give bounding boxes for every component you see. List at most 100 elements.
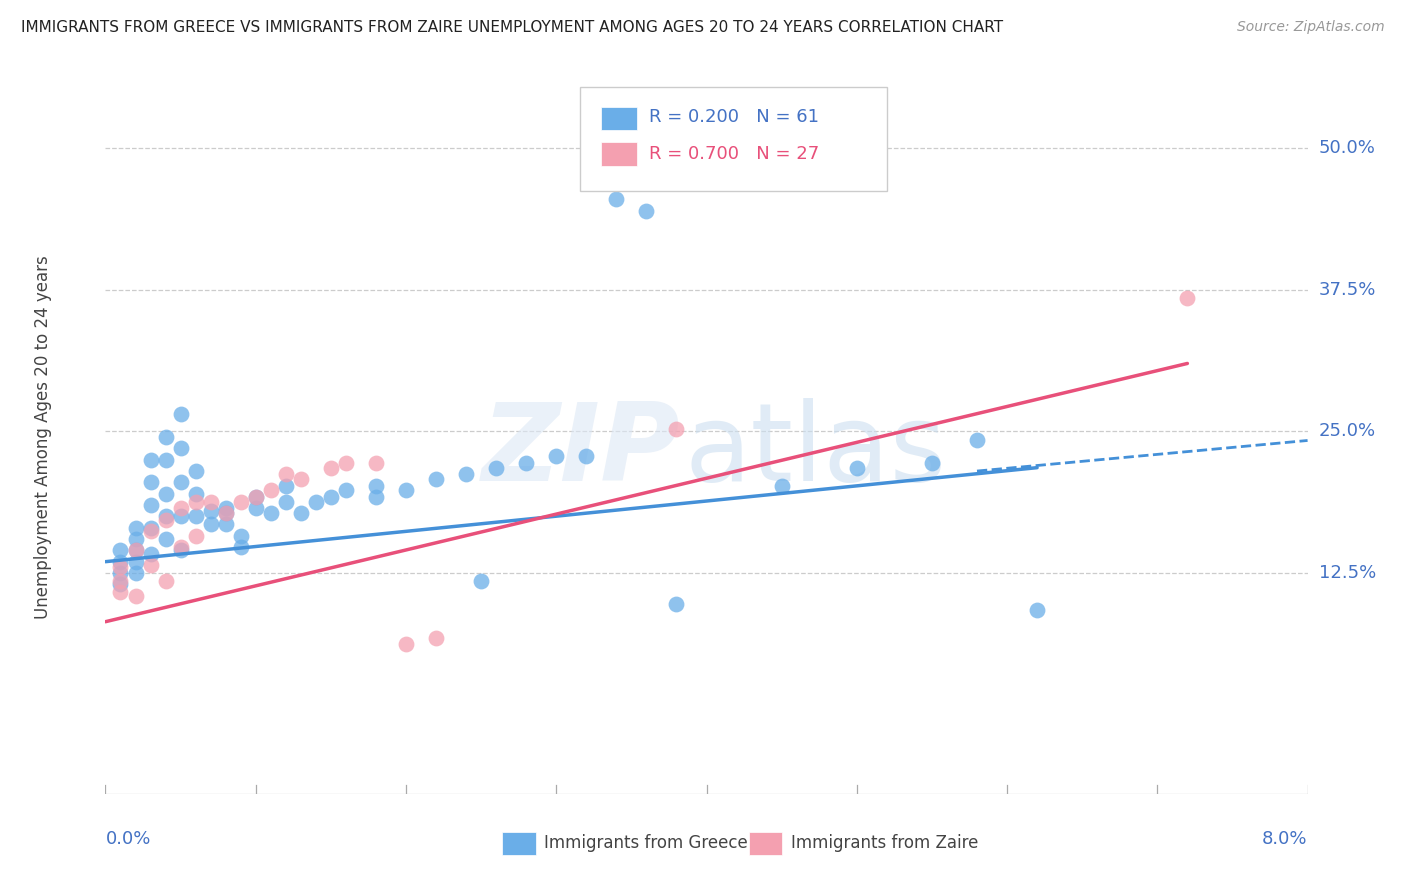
Point <box>139 475 162 490</box>
Point <box>169 509 191 524</box>
Point <box>110 560 132 574</box>
Point <box>214 517 236 532</box>
Point <box>110 566 132 580</box>
Point <box>184 494 207 508</box>
Point <box>155 430 177 444</box>
Point <box>139 524 162 538</box>
Point <box>169 442 191 456</box>
Point <box>921 456 943 470</box>
Point <box>214 506 236 520</box>
FancyBboxPatch shape <box>502 831 536 855</box>
Point <box>139 452 162 467</box>
Point <box>470 574 492 588</box>
Text: 25.0%: 25.0% <box>1319 423 1376 441</box>
Text: 12.5%: 12.5% <box>1319 564 1376 582</box>
Point <box>485 460 508 475</box>
Point <box>319 460 342 475</box>
Text: Source: ZipAtlas.com: Source: ZipAtlas.com <box>1237 20 1385 34</box>
Point <box>245 490 267 504</box>
FancyBboxPatch shape <box>748 831 782 855</box>
Point <box>245 501 267 516</box>
Point <box>169 501 191 516</box>
Point <box>184 486 207 500</box>
Point <box>245 490 267 504</box>
Point <box>1175 291 1198 305</box>
FancyBboxPatch shape <box>600 107 637 130</box>
Point <box>139 547 162 561</box>
Point <box>274 494 297 508</box>
Text: Unemployment Among Ages 20 to 24 years: Unemployment Among Ages 20 to 24 years <box>34 255 52 619</box>
Point <box>636 203 658 218</box>
Text: R = 0.200   N = 61: R = 0.200 N = 61 <box>648 109 818 127</box>
Point <box>290 472 312 486</box>
Point <box>124 589 146 603</box>
Point <box>665 597 688 611</box>
Point <box>229 494 252 508</box>
Point <box>1026 603 1049 617</box>
Point <box>184 509 207 524</box>
Point <box>425 472 447 486</box>
Point <box>110 555 132 569</box>
Point <box>605 192 627 206</box>
Text: ZIP: ZIP <box>482 399 681 504</box>
FancyBboxPatch shape <box>600 143 637 166</box>
Point <box>364 456 387 470</box>
Point <box>274 479 297 493</box>
Point <box>425 631 447 645</box>
Point <box>260 506 283 520</box>
Point <box>110 577 132 591</box>
Point <box>214 506 236 520</box>
Point <box>110 585 132 599</box>
Point <box>665 422 688 436</box>
Point <box>155 532 177 546</box>
Point <box>200 494 222 508</box>
Text: Immigrants from Greece: Immigrants from Greece <box>544 834 748 852</box>
Text: atlas: atlas <box>685 399 946 504</box>
Point <box>274 467 297 482</box>
Point <box>139 521 162 535</box>
Point <box>260 483 283 498</box>
FancyBboxPatch shape <box>581 87 887 191</box>
Point <box>335 483 357 498</box>
Point <box>124 566 146 580</box>
Point <box>110 543 132 558</box>
Point <box>515 456 537 470</box>
Text: 37.5%: 37.5% <box>1319 281 1376 299</box>
Point <box>546 450 568 464</box>
Point <box>110 574 132 588</box>
Point <box>200 517 222 532</box>
Text: IMMIGRANTS FROM GREECE VS IMMIGRANTS FROM ZAIRE UNEMPLOYMENT AMONG AGES 20 TO 24: IMMIGRANTS FROM GREECE VS IMMIGRANTS FRO… <box>21 20 1004 35</box>
Point <box>155 486 177 500</box>
Point <box>124 532 146 546</box>
Point <box>395 637 418 651</box>
Point <box>454 467 477 482</box>
Point <box>966 434 988 448</box>
Point <box>395 483 418 498</box>
Text: 50.0%: 50.0% <box>1319 139 1375 157</box>
Point <box>575 450 598 464</box>
Point <box>364 479 387 493</box>
Point <box>229 540 252 554</box>
Point <box>124 543 146 558</box>
Point <box>305 494 328 508</box>
Text: 8.0%: 8.0% <box>1263 830 1308 847</box>
Point <box>335 456 357 470</box>
Point <box>364 490 387 504</box>
Point <box>290 506 312 520</box>
Point <box>155 574 177 588</box>
Text: R = 0.700   N = 27: R = 0.700 N = 27 <box>648 145 820 162</box>
Point <box>139 558 162 572</box>
Text: Immigrants from Zaire: Immigrants from Zaire <box>790 834 979 852</box>
Point <box>200 504 222 518</box>
Point <box>124 521 146 535</box>
Point <box>214 501 236 516</box>
Point <box>169 475 191 490</box>
Point <box>845 460 868 475</box>
Point <box>155 509 177 524</box>
Point <box>229 528 252 542</box>
Point <box>319 490 342 504</box>
Point <box>124 543 146 558</box>
Point <box>770 479 793 493</box>
Point <box>184 528 207 542</box>
Point <box>169 540 191 554</box>
